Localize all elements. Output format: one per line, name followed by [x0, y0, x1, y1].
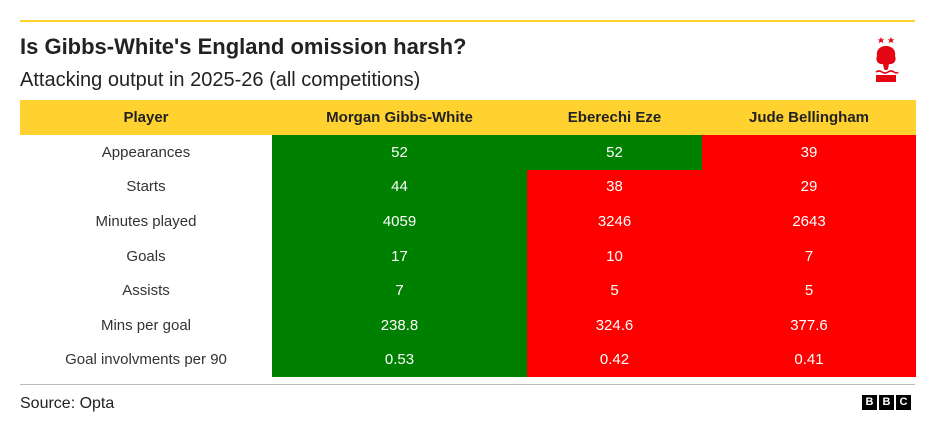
table-cell: 39: [702, 135, 916, 170]
table-header-row: Player Morgan Gibbs-White Eberechi Eze J…: [20, 100, 916, 135]
row-label: Mins per goal: [20, 307, 272, 343]
chart-subtitle: Attacking output in 2025-26 (all competi…: [20, 69, 421, 91]
stats-table: Player Morgan Gibbs-White Eberechi Eze J…: [20, 100, 916, 378]
table-cell: 52: [527, 135, 702, 170]
bbc-logo-letter: B: [879, 395, 894, 410]
header-bellingham: Jude Bellingham: [702, 100, 916, 135]
header-eze: Eberechi Eze: [527, 100, 702, 135]
table-cell: 0.42: [527, 342, 702, 378]
header-gibbs-white: Morgan Gibbs-White: [272, 100, 527, 135]
table-cell: 0.53: [272, 342, 527, 378]
table-body: Appearances 52 52 39 Starts 44 38 29 Minutes pla…: [20, 135, 916, 378]
table-cell: 4059: [272, 204, 527, 239]
row-label: Assists: [20, 273, 272, 308]
crest-wordmark: [876, 75, 896, 82]
header-player: Player: [20, 100, 272, 135]
table-row: Mins per goal 238.8 324.6 377.6: [20, 307, 916, 343]
table-row: Minutes played 4059 3246 2643: [20, 204, 916, 239]
table-cell: 377.6: [702, 307, 916, 343]
table-row: Goal involvments per 90 0.53 0.42 0.41: [20, 342, 916, 378]
table-row: Goals 17 10 7: [20, 238, 916, 274]
table-cell: 7: [272, 273, 527, 308]
table-cell: 5: [527, 273, 702, 308]
table-cell: 2643: [702, 204, 916, 239]
crest-tree: [876, 46, 896, 69]
bbc-logo-letter: B: [862, 395, 877, 410]
table-cell: 10: [527, 238, 702, 274]
crest-trunk: [884, 63, 888, 70]
table-cell: 29: [702, 169, 916, 205]
table-cell: 0.41: [702, 342, 916, 378]
crest-waves: [875, 70, 899, 74]
table-cell: 3246: [527, 204, 702, 239]
crest-star-right: [887, 37, 895, 44]
table-cell: 52: [272, 135, 527, 170]
table-cell: 17: [272, 238, 527, 274]
table-cell: 324.6: [527, 307, 702, 343]
bbc-logo: B B C: [862, 395, 911, 410]
table-row: Appearances 52 52 39: [20, 135, 916, 170]
nottingham-forest-crest-icon: [875, 37, 899, 82]
table-cell: 7: [702, 238, 916, 274]
row-label: Goal involvments per 90: [20, 342, 272, 378]
table-cell: 44: [272, 169, 527, 205]
crest-star-left: [877, 37, 885, 44]
row-label: Goals: [20, 238, 272, 274]
table-cell: 38: [527, 169, 702, 205]
table-row: Starts 44 38 29: [20, 169, 916, 205]
row-label: Starts: [20, 169, 272, 205]
row-label: Appearances: [20, 135, 272, 170]
source-note: Source: Opta: [20, 395, 115, 412]
bbc-logo-letter: C: [896, 395, 911, 410]
table-row: Assists 7 5 5: [20, 273, 916, 308]
bottom-rule: [20, 384, 915, 385]
table-cell: 238.8: [272, 307, 527, 343]
row-label: Minutes played: [20, 204, 272, 239]
chart-title: Is Gibbs-White's England omission harsh?: [20, 34, 467, 59]
top-rule: [20, 20, 915, 22]
table-cell: 5: [702, 273, 916, 308]
